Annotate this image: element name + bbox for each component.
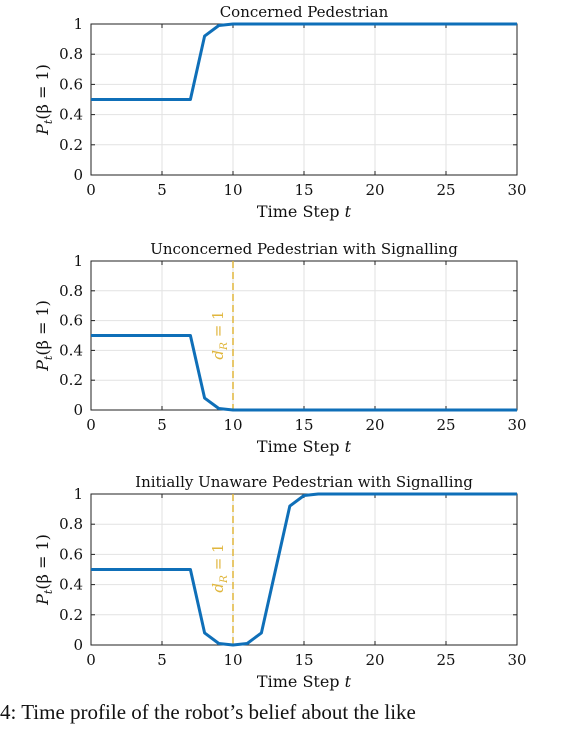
x-tick-label: 30: [507, 651, 526, 669]
x-axis-label: Time Step t: [257, 202, 352, 221]
y-tick-label: 0.2: [59, 136, 83, 154]
figure-caption: 4: Time profile of the robot’s belief ab…: [0, 700, 416, 724]
y-axis-label: Pt​(β = 1): [33, 300, 55, 372]
y-axis-label: Pt​(β = 1): [33, 64, 55, 136]
reference-line-label: dR​ = 1: [209, 310, 230, 359]
x-tick-label: 10: [223, 181, 242, 199]
y-tick-label: 0: [73, 401, 83, 419]
x-tick-label: 0: [86, 651, 96, 669]
y-tick-label: 1: [73, 252, 83, 270]
x-tick-label: 25: [436, 416, 455, 434]
x-tick-label: 25: [436, 181, 455, 199]
x-tick-label: 20: [365, 181, 384, 199]
x-tick-label: 25: [436, 651, 455, 669]
x-tick-label: 15: [294, 416, 313, 434]
chart-panel-3: 0 5 10 15 20 25 30 0 0.2 0.4 0.6 0.8 1 Initially Unaw…: [33, 473, 527, 691]
x-tick-label: 10: [223, 416, 242, 434]
chart-title: Concerned Pedestrian: [220, 3, 389, 21]
x-tick-label: 0: [86, 416, 96, 434]
x-axis-label: Time Step t: [257, 672, 352, 691]
y-axis-label: Pt​(β = 1): [33, 534, 55, 606]
y-tick-label: 0.8: [59, 45, 83, 63]
x-tick-label: 5: [157, 181, 167, 199]
x-tick-label: 20: [365, 416, 384, 434]
series-line: [91, 334, 517, 412]
chart-title: Unconcerned Pedestrian with Signalling: [150, 240, 458, 258]
x-tick-label: 10: [223, 651, 242, 669]
x-tick-label: 15: [294, 181, 313, 199]
y-tick-label: 0: [73, 166, 83, 184]
y-tick-label: 0.4: [59, 341, 83, 359]
y-tick-label: 0.2: [59, 606, 83, 624]
y-tick-label: 0.4: [59, 576, 83, 594]
y-tick-label: 0.6: [59, 75, 83, 93]
y-tick-label: 1: [73, 15, 83, 33]
x-tick-label: 5: [157, 416, 167, 434]
y-tick-label: 0.4: [59, 106, 83, 124]
y-tick-label: 0.6: [59, 545, 83, 563]
y-tick-label: 0.8: [59, 282, 83, 300]
x-tick-label: 30: [507, 416, 526, 434]
y-tick-label: 0.2: [59, 371, 83, 389]
x-tick-label: 15: [294, 651, 313, 669]
y-tick-label: 1: [73, 485, 83, 503]
x-tick-label: 20: [365, 651, 384, 669]
series-line: [91, 22, 517, 101]
y-tick-label: 0.6: [59, 312, 83, 330]
chart-title: Initially Unaware Pedestrian with Signal…: [135, 473, 473, 491]
x-axis-label: Time Step t: [257, 437, 352, 456]
x-tick-label: 0: [86, 181, 96, 199]
chart-panel-1: 0 5 10 15 20 25 30 0 0.2 0.4 0.6 0.8 1 Concerned Pede…: [33, 3, 527, 221]
x-tick-label: 30: [507, 181, 526, 199]
x-tick-label: 5: [157, 651, 167, 669]
reference-line-label: dR​ = 1: [209, 543, 230, 592]
chart-panel-2: 0 5 10 15 20 25 30 0 0.2 0.4 0.6 0.8 1 Unconcerned Pe…: [33, 240, 527, 456]
y-tick-label: 0.8: [59, 515, 83, 533]
y-tick-label: 0: [73, 636, 83, 654]
series-line: [91, 492, 517, 647]
